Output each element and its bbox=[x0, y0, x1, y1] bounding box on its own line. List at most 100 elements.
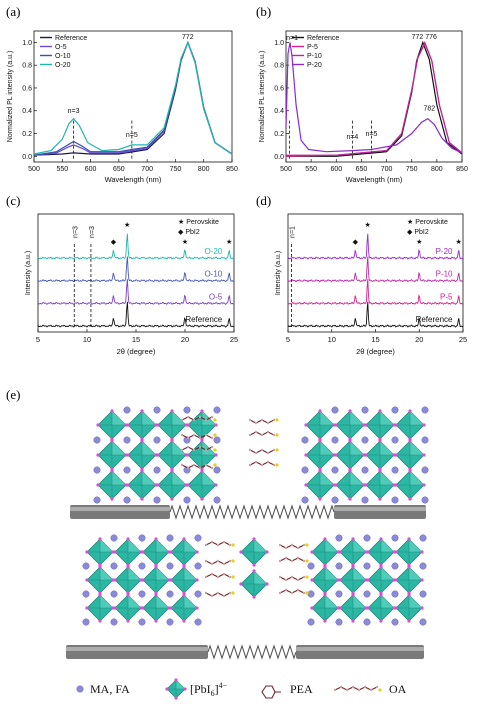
iodide-atom bbox=[407, 537, 411, 541]
cation-atom bbox=[183, 406, 191, 414]
cation-atom bbox=[138, 534, 146, 542]
iodide-atom bbox=[304, 423, 308, 427]
iodide-atom bbox=[378, 439, 382, 443]
x-tick-label: 700 bbox=[381, 166, 393, 173]
chain-atom bbox=[248, 448, 252, 452]
iodide-atom bbox=[182, 565, 186, 569]
oa-chain bbox=[181, 464, 213, 469]
pl-chart-b: 500 550 600 650 700 750 800 850 0.0 0.2 0.4 0.6 0.8 1… bbox=[259, 30, 468, 184]
chain-atom bbox=[284, 588, 288, 592]
cation-atom bbox=[301, 466, 309, 474]
legend-entry: O-20 bbox=[55, 62, 71, 69]
iodide-atom bbox=[408, 469, 412, 473]
chain-atom bbox=[290, 591, 294, 595]
spring bbox=[169, 504, 335, 520]
cation-atom bbox=[153, 406, 161, 414]
iodide-atom bbox=[318, 469, 322, 473]
y-tick-label: 0.0 bbox=[22, 154, 32, 161]
pbi6-octahedron bbox=[126, 409, 158, 441]
octahedron-highlight bbox=[380, 471, 394, 485]
iodide-atom bbox=[318, 439, 322, 443]
iodide-atom bbox=[420, 550, 424, 554]
pbi6-octahedron bbox=[334, 439, 366, 471]
y-tick-label: 1.0 bbox=[22, 40, 32, 47]
iodide-atom bbox=[113, 578, 117, 582]
pbi6-octahedron bbox=[96, 409, 128, 441]
cation-atom bbox=[419, 618, 427, 626]
iodide-atom bbox=[252, 569, 256, 573]
octahedron-highlight bbox=[350, 411, 364, 425]
octahedron-highlight bbox=[112, 471, 126, 485]
chain-atom bbox=[192, 418, 196, 422]
octahedron-highlight bbox=[353, 567, 366, 580]
chain-atom bbox=[248, 418, 252, 422]
octahedron-highlight bbox=[410, 441, 424, 455]
iodide-atom bbox=[170, 469, 174, 473]
series-label: P-10 bbox=[436, 270, 453, 279]
octahedron-highlight bbox=[172, 471, 186, 485]
iodide-atom bbox=[318, 409, 322, 413]
cation-atom bbox=[361, 436, 369, 444]
chain-head bbox=[275, 463, 279, 467]
x-tick-label: 700 bbox=[141, 166, 153, 173]
chain-atom bbox=[204, 559, 208, 563]
chain-atom bbox=[351, 685, 355, 689]
legend-oa: OA bbox=[389, 682, 407, 696]
pbi6-octahedron bbox=[126, 469, 158, 501]
x-tick-label: 15 bbox=[132, 335, 140, 344]
octahedron-highlight bbox=[184, 539, 197, 552]
annotation: n=5 bbox=[366, 131, 378, 138]
pbi6-octahedron bbox=[310, 565, 340, 595]
octahedron-highlight bbox=[254, 571, 267, 584]
iodide-atom bbox=[334, 483, 338, 487]
cation-atom bbox=[363, 590, 371, 598]
cation-atom bbox=[166, 562, 174, 570]
cation-atom bbox=[391, 590, 399, 598]
pbi6-octahedron bbox=[394, 593, 424, 623]
x-tick-label: 15 bbox=[371, 335, 379, 344]
cation-atom bbox=[82, 590, 90, 598]
cation-atom bbox=[153, 466, 161, 474]
pbi6-octahedron bbox=[304, 469, 336, 501]
iodide-atom bbox=[394, 483, 398, 487]
chain-atom bbox=[228, 543, 232, 547]
chain-atom bbox=[290, 543, 294, 547]
chain-atom bbox=[248, 433, 252, 437]
series-label: Reference bbox=[416, 315, 453, 324]
x-axis-label: 2θ (degree) bbox=[356, 347, 395, 356]
iodide-atom bbox=[195, 578, 199, 582]
iodide-atom bbox=[96, 453, 100, 457]
x-tick-label: 800 bbox=[431, 166, 443, 173]
chain-atom bbox=[222, 562, 226, 566]
pbi6-octahedron bbox=[169, 565, 199, 595]
chain-head bbox=[213, 448, 217, 452]
iodide-atom bbox=[126, 565, 130, 569]
x-tick-label: 25 bbox=[230, 335, 238, 344]
pbi6-octahedron bbox=[310, 537, 340, 567]
spring bbox=[207, 644, 297, 660]
chain-atom bbox=[204, 463, 208, 467]
octahedron-highlight bbox=[142, 441, 156, 455]
octahedron-highlight bbox=[128, 595, 141, 608]
cation-atom bbox=[419, 590, 427, 598]
cation-atom bbox=[331, 496, 339, 504]
y-tick-label: 0.2 bbox=[274, 131, 284, 138]
cation-atom bbox=[110, 590, 118, 598]
iodide-atom bbox=[334, 453, 338, 457]
iodide-atom bbox=[422, 423, 426, 427]
iodide-atom bbox=[366, 578, 370, 582]
iodide-atom bbox=[265, 550, 269, 554]
pbi6-octahedron bbox=[394, 537, 424, 567]
chain-atom bbox=[216, 543, 220, 547]
iodide-atom bbox=[338, 606, 342, 610]
chain-atom bbox=[186, 436, 190, 440]
x-tick-label: 10 bbox=[83, 335, 91, 344]
chain-atom bbox=[210, 540, 214, 544]
chain-atom bbox=[345, 688, 349, 692]
pbi6-octahedron bbox=[126, 439, 158, 471]
series-line-o-20 bbox=[33, 40, 233, 155]
chain-atom bbox=[180, 463, 184, 467]
chain-atom bbox=[375, 685, 379, 689]
series-label: O-5 bbox=[209, 292, 223, 301]
iodide-atom bbox=[98, 565, 102, 569]
